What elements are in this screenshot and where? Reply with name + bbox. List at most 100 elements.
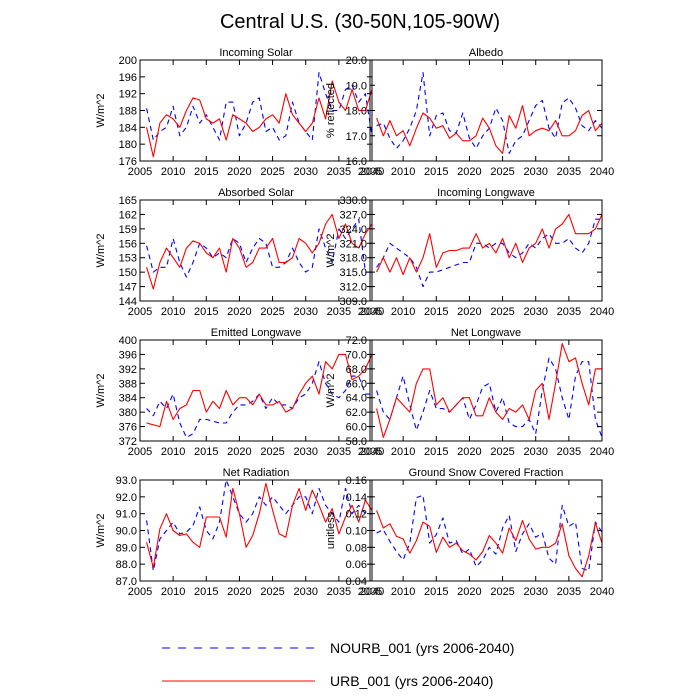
y-tick-label: 321.0: [339, 238, 367, 250]
y-tick-label: 192: [119, 89, 137, 101]
x-tick-label: 2025: [490, 586, 514, 598]
series-line-urb: [146, 353, 373, 428]
y-axis-label: unitless: [325, 511, 337, 549]
plot-frame: [369, 339, 603, 442]
y-tick-label: 18.0: [346, 106, 367, 118]
y-tick-label: 309.0: [339, 296, 367, 308]
x-tick-label: 2025: [260, 166, 284, 178]
y-tick-label: 89.0: [116, 542, 137, 554]
x-tick-label: 2005: [358, 586, 382, 598]
series-line-urb: [376, 510, 603, 578]
x-tick-label: 2010: [161, 306, 185, 318]
panel-net-longwave: Net Longwave 58.0 60.0 62.0 64.0 66.0 68.0 70.0…: [325, 327, 614, 458]
x-tick-label: 2035: [557, 306, 581, 318]
x-tick-label: 2020: [457, 166, 481, 178]
y-tick-label: 20.0: [346, 55, 367, 67]
y-tick-label: 380: [119, 407, 137, 419]
panel-title: Emitted Longwave: [211, 327, 302, 339]
series-line-nourb: [376, 72, 603, 154]
y-tick-label: 64.0: [346, 393, 367, 405]
x-tick-label: 2035: [557, 586, 581, 598]
x-tick-label: 2005: [358, 166, 382, 178]
x-tick-label: 2035: [557, 446, 581, 458]
y-tick-label: 159: [119, 224, 137, 236]
plot-frame: [139, 199, 373, 302]
x-tick-label: 2020: [227, 586, 251, 598]
legend: NOURB_001 (yrs 2006-2040) URB_001 (yrs 2…: [162, 640, 514, 689]
y-tick-label: 400: [119, 335, 137, 347]
series-line-urb: [376, 343, 602, 438]
series-line-urb: [146, 482, 373, 569]
panel-net-radiation: Net Radiation 87.0 88.0 89.0 90.0 91.0 92.0 93.…: [95, 467, 384, 598]
x-tick-label: 2010: [391, 586, 415, 598]
y-tick-label: 68.0: [346, 364, 367, 376]
x-tick-label: 2030: [293, 306, 317, 318]
y-tick-label: 17.0: [346, 131, 367, 143]
y-tick-label: 58.0: [346, 436, 367, 448]
y-tick-label: 93.0: [116, 475, 137, 487]
plot-frame: [369, 479, 603, 582]
x-tick-label: 2025: [260, 306, 284, 318]
y-tick-label: 180: [119, 139, 137, 151]
x-tick-label: 2015: [424, 586, 448, 598]
y-tick-label: 92.0: [116, 492, 137, 504]
y-tick-label: 147: [119, 282, 137, 294]
y-tick-label: 330.0: [339, 195, 367, 207]
y-tick-label: 196: [119, 72, 137, 84]
y-tick-label: 327.0: [339, 209, 367, 221]
y-axis-label: W/m^2: [95, 234, 107, 268]
y-tick-label: 392: [119, 364, 137, 376]
y-tick-label: 60.0: [346, 422, 367, 434]
panel-title: Net Radiation: [223, 467, 290, 479]
series-line-urb: [146, 80, 373, 158]
panel-ground-snow-covered-fraction: Ground Snow Covered Fraction 0.04 0.06 0.08…: [325, 467, 614, 598]
x-tick-label: 2035: [327, 306, 351, 318]
x-tick-label: 2030: [293, 446, 317, 458]
y-tick-label: 176: [119, 156, 137, 168]
x-tick-label: 2030: [523, 306, 547, 318]
x-tick-label: 2010: [391, 166, 415, 178]
series-line-urb: [376, 213, 603, 276]
y-tick-label: 72.0: [346, 335, 367, 347]
y-axis-label: W/m^2: [325, 234, 337, 268]
x-tick-label: 2015: [424, 306, 448, 318]
panel-title: Ground Snow Covered Fraction: [409, 467, 564, 479]
x-tick-label: 2040: [590, 586, 614, 598]
y-tick-label: 0.16: [346, 475, 367, 487]
y-axis-label: W/m^2: [95, 94, 107, 128]
x-tick-label: 2020: [227, 446, 251, 458]
y-tick-label: 324.0: [339, 224, 367, 236]
x-tick-label: 2010: [161, 446, 185, 458]
series-line-nourb: [146, 72, 373, 141]
plot-frame: [369, 59, 603, 162]
x-tick-label: 2030: [293, 586, 317, 598]
y-tick-label: 0.06: [346, 559, 367, 571]
y-tick-label: 66.0: [346, 378, 367, 390]
y-tick-label: 153: [119, 253, 137, 265]
y-tick-label: 318.0: [339, 253, 367, 265]
x-tick-label: 2035: [327, 446, 351, 458]
x-tick-label: 2020: [457, 306, 481, 318]
x-tick-label: 2020: [457, 446, 481, 458]
x-tick-label: 2015: [424, 446, 448, 458]
y-tick-label: 384: [119, 393, 137, 405]
y-tick-label: 396: [119, 349, 137, 361]
x-tick-label: 2035: [327, 586, 351, 598]
y-axis-label: W/m^2: [95, 514, 107, 548]
x-tick-label: 2035: [327, 166, 351, 178]
y-tick-label: 91.0: [116, 509, 137, 521]
panel-title: Net Longwave: [451, 327, 521, 339]
x-tick-label: 2040: [590, 446, 614, 458]
legend-label-nourb: NOURB_001 (yrs 2006-2040): [330, 640, 514, 656]
y-tick-label: 16.0: [346, 156, 367, 168]
y-tick-label: 88.0: [116, 559, 137, 571]
x-tick-label: 2025: [260, 446, 284, 458]
x-tick-label: 2040: [590, 306, 614, 318]
x-tick-label: 2040: [360, 166, 384, 178]
y-tick-label: 315.0: [339, 267, 367, 279]
y-tick-label: 19.0: [346, 80, 367, 92]
x-tick-label: 2040: [360, 446, 384, 458]
x-tick-label: 2020: [227, 166, 251, 178]
y-tick-label: 376: [119, 422, 137, 434]
